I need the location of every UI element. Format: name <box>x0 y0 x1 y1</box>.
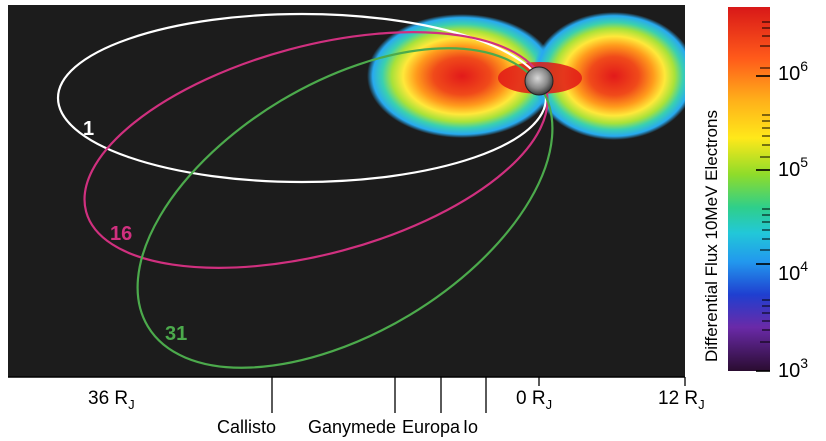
colorbar-tick-1e4: 104 <box>778 258 808 285</box>
moon-ticks <box>271 377 686 413</box>
colorbar-tick-1e3: 103 <box>778 355 808 382</box>
moon-label-europa: Europa <box>402 417 461 437</box>
radiation-belts <box>367 12 685 140</box>
colorbar <box>728 7 770 371</box>
orbit-16-label: 16 <box>110 223 132 245</box>
scale-label-0rj: 0 RJ <box>516 388 552 412</box>
belt-right-lobe <box>532 12 685 140</box>
scale-label-36rj: 36 RJ <box>88 388 135 412</box>
orbit-31-label: 31 <box>165 323 187 345</box>
colorbar-tick-1e5: 105 <box>778 154 808 181</box>
colorbar-title: Differential Flux 10MeV Electrons <box>702 110 721 362</box>
colorbar-minor-ticks <box>760 21 770 343</box>
jupiter-disk <box>524 66 554 96</box>
scale-label-12rj: 12 RJ <box>658 388 705 412</box>
moon-label-callisto: Callisto <box>217 417 276 437</box>
belt-left-lobe <box>367 14 557 138</box>
moon-label-ganymede: Ganymede <box>308 417 396 437</box>
moon-label-io: Io <box>463 417 478 437</box>
colorbar-tick-1e6: 106 <box>778 58 808 85</box>
orbit-1-label: 1 <box>83 118 94 140</box>
colorbar-major-ticks <box>756 75 770 372</box>
